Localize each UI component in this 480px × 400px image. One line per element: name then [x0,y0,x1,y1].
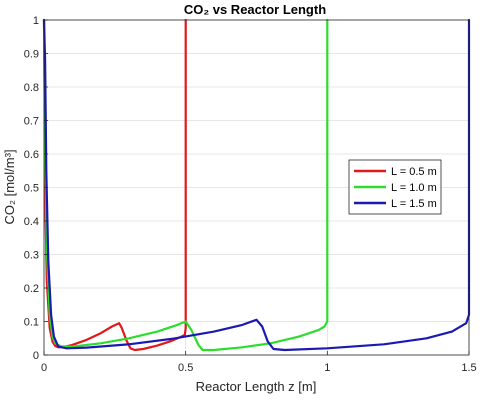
y-tick-label: 0.7 [24,116,39,128]
y-tick-label: 0.1 [24,317,39,329]
y-tick-label: 0.6 [24,149,39,161]
y-tick-label: 0.9 [24,49,39,61]
y-tick-label: 1 [33,15,39,27]
y-tick-label: 0.8 [24,82,39,94]
x-tick-label: 0.5 [178,362,193,374]
x-axis-label: Reactor Length z [m] [196,379,317,394]
y-tick-label: 0.2 [24,283,39,295]
series-line-3 [42,18,471,352]
y-tick-label: 0.3 [24,250,39,262]
legend-entry-label: L = 0.5 m [391,166,437,178]
legend-entry-label: L = 1.5 m [391,198,437,210]
y-tick-label: 0.4 [24,216,39,228]
chart-title: CO₂ vs Reactor Length [184,2,326,17]
y-axis-label: CO₂ [mol/m³] [2,149,17,224]
y-tick-label: 0 [33,350,39,362]
series-line-2 [42,18,329,352]
x-tick-label: 0 [41,362,47,374]
y-tick-label: 0.5 [24,183,39,195]
series-line-1 [42,18,187,352]
x-tick-label: 1 [324,362,330,374]
x-tick-label: 1.5 [461,362,476,374]
tick-labels: 0 0.5 1 1.5 0 0.1 0.2 0.3 0.4 0.5 0.6 0.7 0.8 0.9 1 [24,15,477,374]
legend-entry-label: L = 1.0 m [391,182,437,194]
legend[interactable]: L = 0.5 m L = 1.0 m L = 1.5 m [348,159,442,215]
series-layer [42,18,471,352]
